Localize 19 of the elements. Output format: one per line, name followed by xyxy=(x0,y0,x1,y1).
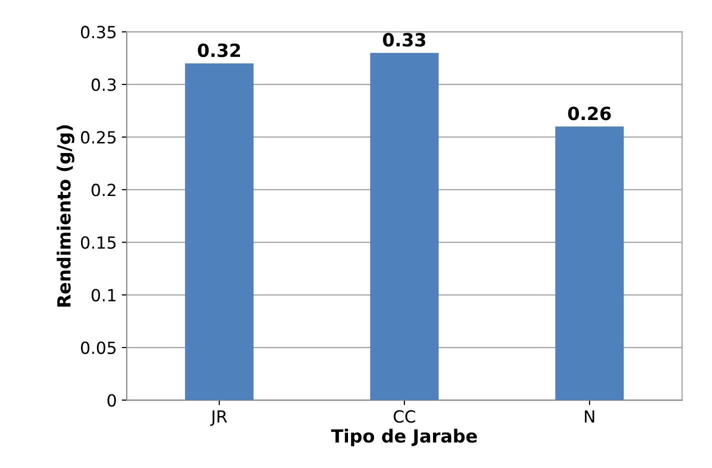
y-tick-label: 0.15 xyxy=(81,236,116,249)
y-axis-title: Rendimiento (g/g) xyxy=(56,125,74,307)
x-tick-label: JR xyxy=(210,410,228,426)
y-tick-label: 0.2 xyxy=(92,184,116,196)
y-tick-label: 0.35 xyxy=(81,26,116,38)
data-label: 0.26 xyxy=(568,106,611,120)
bar xyxy=(370,52,439,400)
y-tick-label: 0.25 xyxy=(81,131,116,144)
bar xyxy=(185,63,254,400)
y-tick-label: 0.3 xyxy=(92,78,116,92)
x-tick-label: N xyxy=(584,410,594,423)
x-tick-label: CC xyxy=(394,410,416,423)
data-label: 0.32 xyxy=(198,43,240,58)
x-axis-title: Tipo de Jarabe xyxy=(331,428,477,446)
y-tick-label: 0.05 xyxy=(81,341,116,354)
y-tick-label: 0 xyxy=(108,394,116,407)
bar xyxy=(555,126,624,400)
data-label: 0.33 xyxy=(383,32,426,47)
y-tick-label: 0.1 xyxy=(92,288,116,302)
